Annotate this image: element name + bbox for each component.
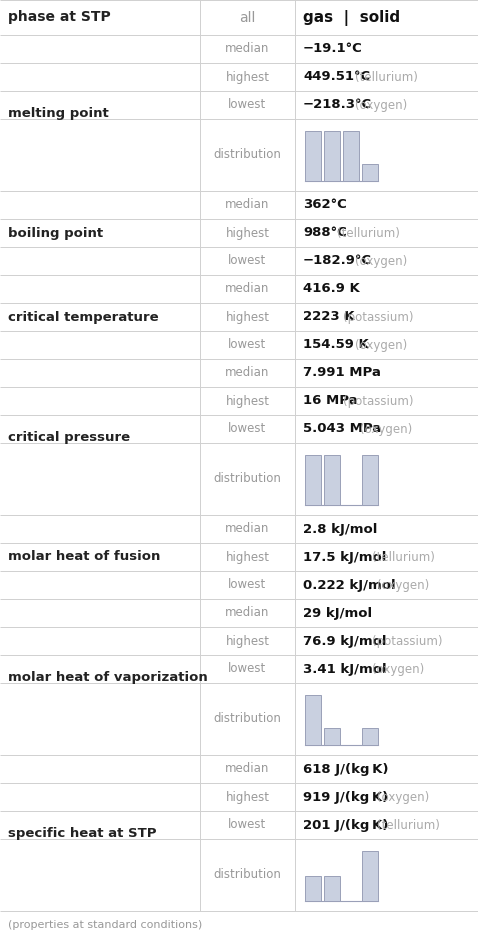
Text: critical pressure: critical pressure	[8, 430, 130, 443]
Text: highest: highest	[226, 635, 270, 647]
Text: highest: highest	[226, 790, 270, 803]
Text: 362°C: 362°C	[303, 198, 347, 211]
Bar	[305, 131, 321, 181]
Text: −218.3°C: −218.3°C	[303, 99, 372, 112]
Text: highest: highest	[226, 311, 270, 323]
Bar	[305, 695, 321, 745]
Text: specific heat at STP: specific heat at STP	[8, 827, 156, 840]
Bar	[305, 455, 321, 505]
Text: all: all	[239, 10, 256, 24]
Bar	[362, 455, 378, 505]
Text: 449.51°C: 449.51°C	[303, 71, 370, 84]
Text: (tellurium): (tellurium)	[355, 71, 417, 84]
Text: (potassium): (potassium)	[372, 635, 442, 647]
Text: median: median	[225, 43, 270, 56]
Text: lowest: lowest	[228, 578, 267, 591]
Text: 988°C: 988°C	[303, 226, 347, 239]
Text: distribution: distribution	[214, 149, 282, 161]
Text: 5.043 MPa: 5.043 MPa	[303, 423, 381, 436]
Bar	[362, 165, 378, 181]
Text: lowest: lowest	[228, 254, 267, 267]
Text: (potassium): (potassium)	[343, 311, 413, 323]
Text: (tellurium): (tellurium)	[372, 550, 435, 563]
Text: (oxygen): (oxygen)	[355, 99, 407, 112]
Text: median: median	[225, 198, 270, 211]
Text: 7.991 MPa: 7.991 MPa	[303, 367, 381, 380]
Text: 3.41 kJ/mol: 3.41 kJ/mol	[303, 663, 387, 676]
Bar	[324, 131, 340, 181]
Bar	[343, 131, 359, 181]
Text: median: median	[225, 522, 270, 535]
Text: (potassium): (potassium)	[343, 395, 413, 408]
Bar	[324, 455, 340, 505]
Text: highest: highest	[226, 71, 270, 84]
Text: highest: highest	[226, 550, 270, 563]
Text: highest: highest	[226, 226, 270, 239]
Text: (oxygen): (oxygen)	[360, 423, 413, 436]
Bar	[362, 851, 378, 901]
Text: 2.8 kJ/mol: 2.8 kJ/mol	[303, 522, 377, 535]
Bar	[324, 728, 340, 745]
Text: lowest: lowest	[228, 99, 267, 112]
Text: 2223 K: 2223 K	[303, 311, 355, 323]
Bar	[305, 876, 321, 901]
Text: lowest: lowest	[228, 339, 267, 352]
Text: median: median	[225, 367, 270, 380]
Text: (oxygen): (oxygen)	[355, 254, 407, 267]
Text: 201 J/(kg K): 201 J/(kg K)	[303, 818, 388, 831]
Text: critical temperature: critical temperature	[8, 311, 159, 323]
Text: (oxygen): (oxygen)	[372, 663, 424, 676]
Bar	[324, 876, 340, 901]
Text: (properties at standard conditions): (properties at standard conditions)	[8, 920, 202, 930]
Text: −19.1°C: −19.1°C	[303, 43, 363, 56]
Text: (tellurium): (tellurium)	[378, 818, 440, 831]
Text: 919 J/(kg K): 919 J/(kg K)	[303, 790, 388, 803]
Text: 16 MPa: 16 MPa	[303, 395, 358, 408]
Text: median: median	[225, 606, 270, 619]
Text: melting point: melting point	[8, 106, 109, 119]
Text: gas  |  solid: gas | solid	[303, 9, 400, 25]
Text: median: median	[225, 282, 270, 295]
Text: distribution: distribution	[214, 712, 282, 725]
Text: lowest: lowest	[228, 423, 267, 436]
Text: boiling point: boiling point	[8, 226, 103, 239]
Text: molar heat of fusion: molar heat of fusion	[8, 550, 161, 563]
Text: 17.5 kJ/mol: 17.5 kJ/mol	[303, 550, 386, 563]
Text: lowest: lowest	[228, 663, 267, 676]
Text: phase at STP: phase at STP	[8, 10, 111, 24]
Text: 154.59 K: 154.59 K	[303, 339, 369, 352]
Text: −182.9°C: −182.9°C	[303, 254, 372, 267]
Text: distribution: distribution	[214, 473, 282, 485]
Text: 29 kJ/mol: 29 kJ/mol	[303, 606, 372, 619]
Text: molar heat of vaporization: molar heat of vaporization	[8, 670, 208, 683]
Text: (oxygen): (oxygen)	[378, 578, 430, 591]
Text: distribution: distribution	[214, 869, 282, 882]
Text: lowest: lowest	[228, 818, 267, 831]
Text: (oxygen): (oxygen)	[378, 790, 430, 803]
Text: median: median	[225, 762, 270, 776]
Text: (oxygen): (oxygen)	[355, 339, 407, 352]
Text: 416.9 K: 416.9 K	[303, 282, 360, 295]
Text: 0.222 kJ/mol: 0.222 kJ/mol	[303, 578, 396, 591]
Text: 618 J/(kg K): 618 J/(kg K)	[303, 762, 389, 776]
Bar	[362, 728, 378, 745]
Text: (tellurium): (tellurium)	[337, 226, 401, 239]
Text: 76.9 kJ/mol: 76.9 kJ/mol	[303, 635, 387, 647]
Text: highest: highest	[226, 395, 270, 408]
